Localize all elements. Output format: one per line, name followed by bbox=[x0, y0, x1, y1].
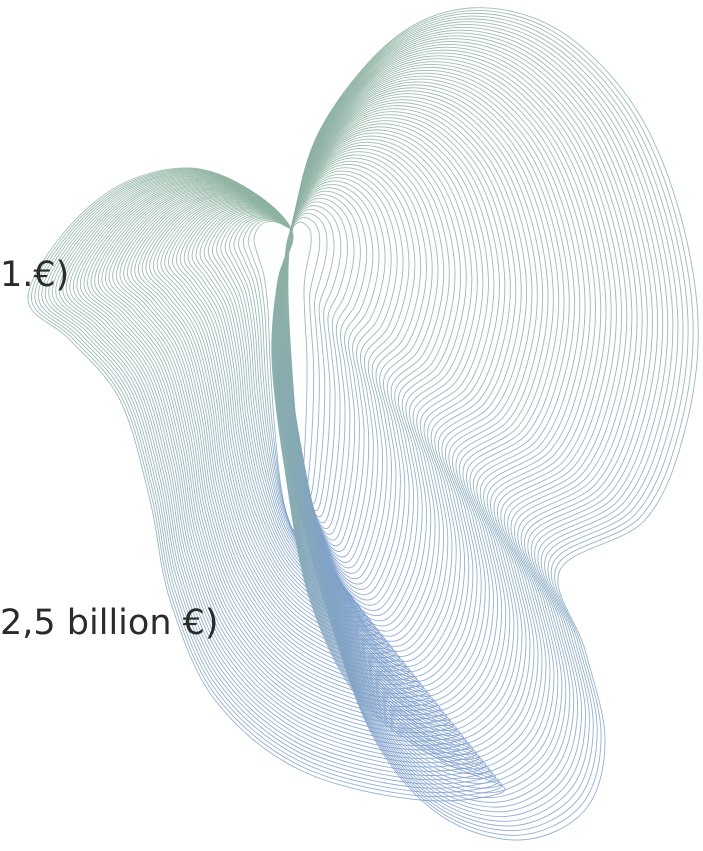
text-fragment-lower: 2,5 billion €) bbox=[0, 603, 219, 643]
text-fragment-upper: 1.€) bbox=[0, 255, 70, 295]
left-lobe-line bbox=[172, 201, 373, 627]
left-lobe-line bbox=[152, 197, 390, 650]
wireframe-lines bbox=[27, 7, 699, 841]
left-lobe-line bbox=[62, 175, 474, 759]
left-lobe-line bbox=[58, 175, 477, 764]
left-lobe-line bbox=[27, 167, 506, 802]
